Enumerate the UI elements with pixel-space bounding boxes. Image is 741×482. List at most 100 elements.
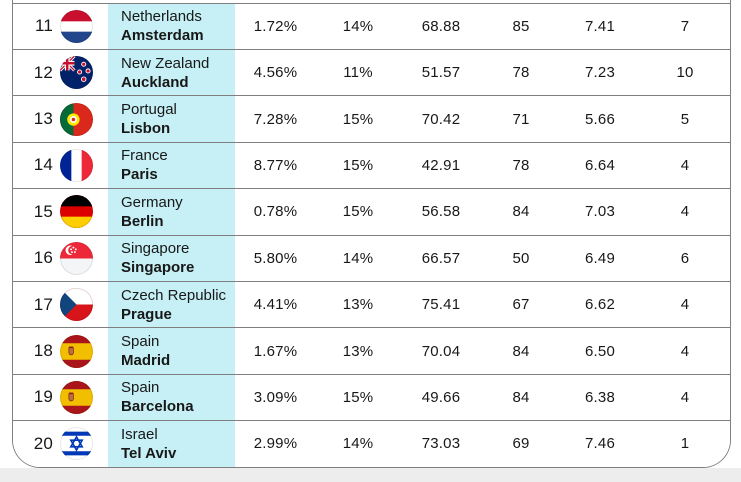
table-row: 14 France Paris 8.77% 15% 42.91 78 6.64 … <box>13 142 730 190</box>
value-cell: 6.62 <box>585 296 615 314</box>
value-cell: 11% <box>343 64 373 82</box>
value-cell: 5.66 <box>585 110 615 128</box>
value-cell: 5 <box>680 110 690 128</box>
city-label: Tel Aviv <box>121 444 177 462</box>
city-label: Auckland <box>121 73 189 91</box>
value-cell: 4.41% <box>253 296 298 314</box>
france-flag-icon <box>60 148 93 182</box>
table-row: 12 New Zealand Auckland 4.56% 11% 51.57 … <box>13 49 730 97</box>
value-cell: 6.50 <box>585 342 615 360</box>
value-cell: 4 <box>680 296 690 314</box>
rank-cell: 17 <box>33 294 53 314</box>
flag-cell <box>60 380 108 414</box>
value-cell: 84 <box>512 388 530 406</box>
value-cell: 71 <box>512 110 530 128</box>
value-cell: 7.28% <box>253 110 298 128</box>
value-cell: 51.57 <box>421 64 461 82</box>
rank-cell: 15 <box>33 201 53 221</box>
singapore-flag-icon <box>60 241 93 275</box>
new-zealand-flag-icon <box>60 56 93 90</box>
flag-cell <box>60 427 108 461</box>
value-cell: 69 <box>512 435 530 453</box>
value-cell: 78 <box>512 156 530 174</box>
page-bottom-band <box>0 468 741 482</box>
value-cell: 15% <box>342 110 374 128</box>
country-label: Israel <box>121 425 158 443</box>
czech-republic-flag-icon <box>60 288 93 322</box>
value-cell: 75.41 <box>421 296 461 314</box>
israel-flag-icon <box>60 427 93 461</box>
table-row: 13 Portugal Lisbon 7.28% 15% 70.42 71 5.… <box>13 96 730 143</box>
flag-cell <box>60 288 108 322</box>
value-cell: 85 <box>512 17 530 35</box>
table-row: 20 Israel Tel Aviv 2.99% 14% 73.03 69 7.… <box>13 421 730 467</box>
country-city-cell: Spain Madrid <box>108 328 235 374</box>
spain-flag-icon <box>60 380 93 414</box>
value-cell: 7 <box>680 17 690 35</box>
city-label: Singapore <box>121 259 195 277</box>
value-cell: 4 <box>680 342 690 360</box>
value-cell: 8.77% <box>253 156 298 174</box>
value-cell: 1.67% <box>253 342 298 360</box>
country-city-cell: New Zealand Auckland <box>108 49 235 96</box>
germany-flag-icon <box>60 195 93 229</box>
country-city-cell: Israel Tel Aviv <box>108 421 235 467</box>
rank-cell: 18 <box>33 341 53 361</box>
value-cell: 6.64 <box>585 156 615 174</box>
flag-cell <box>60 102 108 136</box>
rank-cell: 14 <box>33 155 53 175</box>
flag-cell <box>60 241 108 275</box>
value-cell: 13% <box>342 296 374 314</box>
value-cell: 84 <box>512 342 530 360</box>
value-cell: 70.42 <box>421 110 461 128</box>
value-cell: 7.23 <box>585 64 615 82</box>
table-row: 16 Singapore Singapore 5.80% 14% 66.57 5… <box>13 235 730 282</box>
country-label: Netherlands <box>121 8 202 26</box>
country-city-cell: Czech Republic Prague <box>108 281 235 328</box>
value-cell: 84 <box>512 203 530 221</box>
previous-row-edge <box>13 0 730 4</box>
value-cell: 13% <box>342 342 374 360</box>
value-cell: 4 <box>680 156 690 174</box>
netherlands-flag-icon <box>60 9 93 43</box>
value-cell: 15% <box>342 388 374 406</box>
table-row: 18 Spain Madrid 1.67% 13% 70.04 84 6.50 … <box>13 328 730 375</box>
value-cell: 14% <box>342 249 374 267</box>
country-label: Spain <box>121 379 160 397</box>
value-cell: 1 <box>680 435 690 453</box>
value-cell: 7.03 <box>585 203 615 221</box>
value-cell: 15% <box>342 203 374 221</box>
rank-cell: 19 <box>33 387 53 407</box>
value-cell: 4.56% <box>253 64 298 82</box>
country-city-cell: Portugal Lisbon <box>108 96 235 142</box>
country-label: France <box>121 147 168 165</box>
rank-cell: 16 <box>33 248 53 268</box>
value-cell: 49.66 <box>421 388 461 406</box>
value-cell: 2.99% <box>253 435 298 453</box>
country-label: Portugal <box>121 101 177 119</box>
rank-cell: 20 <box>33 433 53 453</box>
city-label: Paris <box>121 166 158 184</box>
table-rows: 11 Netherlands Amsterdam 1.72% 14% 68.88… <box>13 3 730 467</box>
country-label: Czech Republic <box>121 286 227 304</box>
rank-cell: 13 <box>33 109 53 129</box>
value-cell: 4 <box>680 203 690 221</box>
city-ranking-table: 11 Netherlands Amsterdam 1.72% 14% 68.88… <box>12 0 731 468</box>
value-cell: 70.04 <box>421 342 461 360</box>
country-city-cell: Netherlands Amsterdam <box>108 3 235 49</box>
portugal-flag-icon <box>60 102 93 136</box>
value-cell: 56.58 <box>421 203 461 221</box>
table-row: 17 Czech Republic Prague 4.41% 13% 75.41… <box>13 281 730 329</box>
value-cell: 7.41 <box>585 17 615 35</box>
city-label: Madrid <box>121 352 171 370</box>
value-cell: 42.91 <box>421 156 461 174</box>
city-label: Lisbon <box>121 120 171 138</box>
value-cell: 73.03 <box>421 435 461 453</box>
flag-cell <box>60 195 108 229</box>
value-cell: 14% <box>342 17 374 35</box>
table-row: 11 Netherlands Amsterdam 1.72% 14% 68.88… <box>13 3 730 50</box>
value-cell: 3.09% <box>253 388 298 406</box>
value-cell: 1.72% <box>253 17 298 35</box>
flag-cell <box>60 56 108 90</box>
country-city-cell: Singapore Singapore <box>108 235 235 281</box>
